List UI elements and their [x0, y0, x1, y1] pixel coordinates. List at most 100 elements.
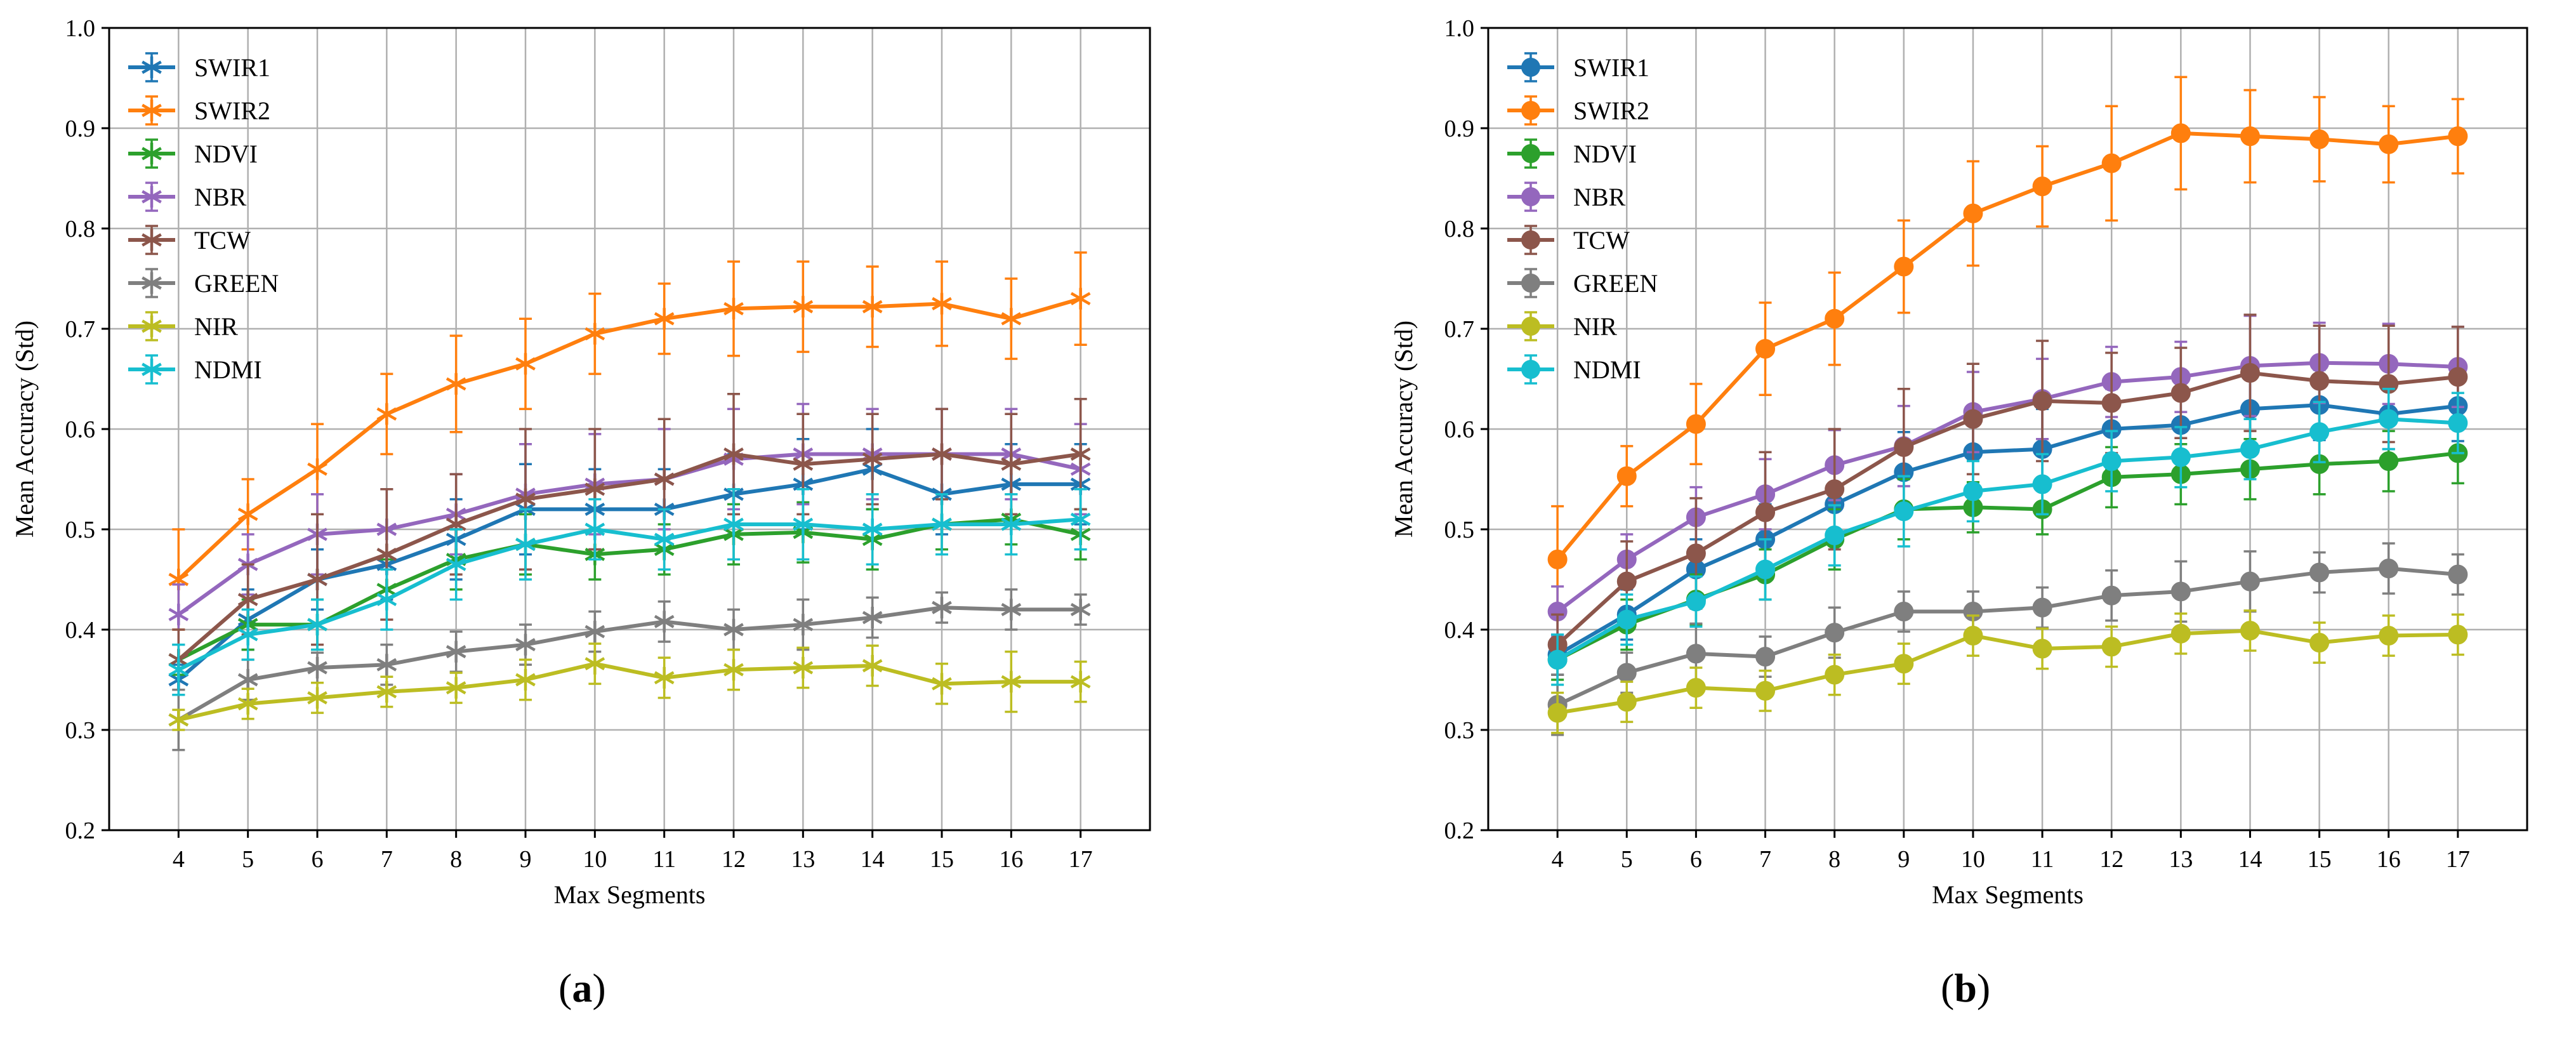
legend-item-nbr: NBR	[128, 182, 247, 212]
data-point	[2170, 581, 2191, 602]
data-point	[723, 619, 744, 640]
data-point	[654, 468, 675, 490]
series-nbr	[1547, 314, 2468, 638]
data-point	[585, 519, 605, 540]
series-line	[1557, 628, 2458, 715]
data-point	[932, 513, 952, 536]
x-tick-label: 9	[1898, 846, 1910, 873]
data-point	[1001, 453, 1022, 475]
data-point	[793, 513, 814, 536]
data-point	[2379, 409, 2399, 429]
x-tick-label: 13	[2169, 846, 2193, 873]
data-point	[1070, 288, 1091, 310]
legend-marker	[1521, 187, 1540, 206]
data-point	[793, 296, 814, 318]
series-line	[177, 452, 1081, 661]
legend-label: SWIR1	[194, 53, 270, 82]
caption-b-close: )	[1976, 965, 1991, 1010]
data-point	[1001, 513, 1022, 536]
y-tick-label: 0.7	[65, 316, 96, 343]
x-tick-label: 8	[1828, 846, 1840, 873]
data-point	[376, 680, 397, 703]
y-tick-label: 0.2	[65, 817, 96, 844]
legend-marker	[142, 359, 162, 380]
chart-a: 4 5 6 7 8 9 10 11 12 13 14 15 16 17 0.2 0.3 0.4 0.5 0.6 0.7…	[10, 15, 1151, 909]
data-point	[1963, 203, 1983, 223]
x-tick-label: 6	[312, 846, 324, 873]
legend-label: NDVI	[194, 140, 258, 168]
y-tick-label: 0.8	[65, 216, 96, 242]
data-point	[2170, 623, 2191, 644]
legend-item-nbr: NBR	[1507, 182, 1626, 212]
data-point	[515, 669, 536, 691]
data-point	[2448, 413, 2468, 433]
x-tick-label: 12	[2099, 846, 2124, 873]
series-line	[1556, 566, 2459, 707]
series-swir2	[1547, 76, 2468, 614]
data-point	[1547, 703, 1568, 723]
legend-marker	[142, 186, 162, 208]
x-tick-label: 16	[2377, 846, 2401, 873]
data-point	[515, 633, 536, 656]
legend-marker	[142, 100, 162, 121]
data-point	[1001, 599, 1022, 621]
data-point	[1686, 678, 1706, 698]
data-point	[1686, 592, 1706, 612]
y-tick-label: 0.5	[65, 517, 96, 543]
data-point	[862, 654, 883, 677]
data-point	[1616, 663, 1637, 683]
data-point	[1825, 308, 1845, 329]
data-point	[2032, 597, 2052, 618]
data-point	[585, 478, 605, 500]
series-line	[1556, 361, 2458, 613]
x-tick-label: 5	[1621, 846, 1633, 873]
y-tick-label: 0.3	[65, 717, 96, 744]
x-tick-label: 15	[930, 846, 954, 873]
data-point	[1616, 692, 1637, 712]
series-line	[1556, 417, 2459, 661]
data-point	[1755, 680, 1776, 701]
series-line	[1556, 403, 2459, 657]
legend-marker	[1521, 274, 1540, 293]
data-point	[585, 621, 605, 643]
data-point	[237, 623, 258, 645]
legend-item-swir1: SWIR1	[1507, 52, 1649, 83]
data-point	[2309, 562, 2330, 583]
y-axis-label: Mean Accuracy (Std)	[10, 321, 39, 538]
data-point	[2309, 422, 2330, 442]
data-point	[654, 666, 675, 689]
legend-marker	[142, 315, 162, 337]
x-tick-label: 17	[2446, 846, 2470, 873]
legend-label: NBR	[194, 183, 247, 211]
caption-b-open: (	[1941, 965, 1955, 1010]
data-point	[307, 458, 327, 480]
y-tick-label: 0.9	[1444, 116, 1475, 142]
series-swir2	[168, 251, 1091, 631]
data-point	[237, 669, 258, 691]
data-point	[2379, 451, 2399, 472]
data-point	[1894, 256, 1914, 277]
x-axis-label: Max Segments	[554, 880, 706, 909]
data-point	[307, 614, 327, 636]
legend-marker	[1521, 317, 1540, 336]
data-point	[1001, 671, 1022, 693]
data-point	[2032, 391, 2052, 411]
data-point	[168, 659, 189, 681]
data-point	[1825, 479, 1845, 500]
x-tick-label: 14	[861, 846, 885, 873]
data-point	[2448, 126, 2468, 147]
data-point	[2170, 383, 2191, 403]
caption-b-letter: b	[1954, 965, 1977, 1010]
y-tick-label: 0.4	[1444, 617, 1475, 644]
data-point	[932, 293, 952, 315]
data-point	[932, 597, 952, 619]
data-point	[932, 673, 952, 695]
legend-item-tcw: TCW	[1507, 225, 1630, 255]
data-point	[237, 503, 258, 526]
data-point	[1894, 602, 1914, 622]
data-point	[2101, 393, 2122, 413]
x-tick-label: 13	[791, 846, 815, 873]
data-point	[1825, 665, 1845, 685]
x-tick-label: 6	[1690, 846, 1702, 873]
data-point	[2101, 451, 2122, 472]
